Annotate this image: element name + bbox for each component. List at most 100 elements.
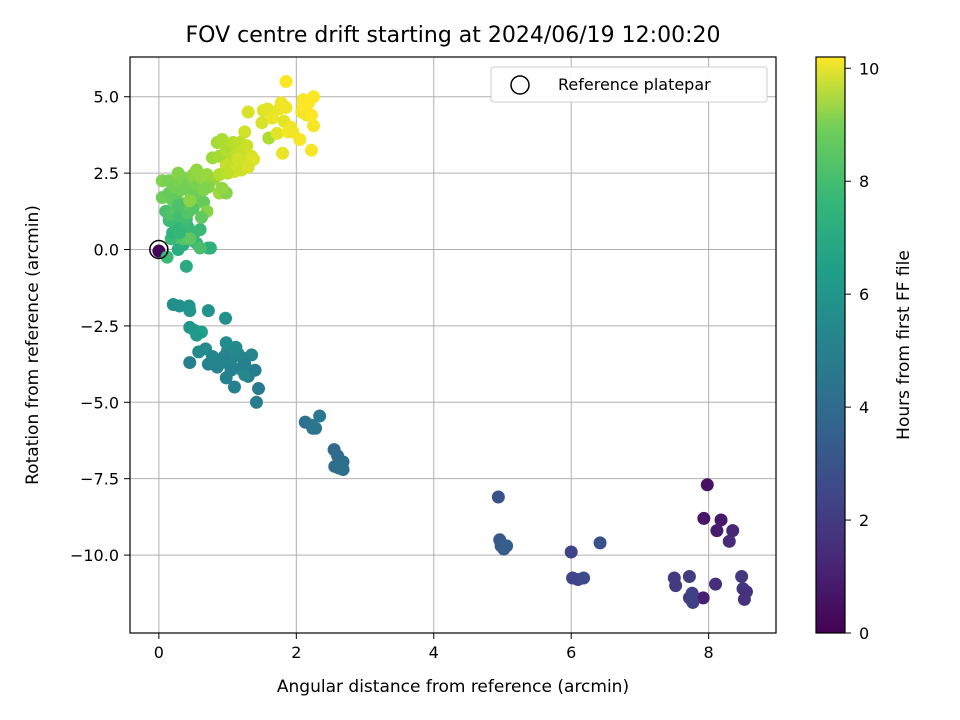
scatter-point [245, 348, 259, 362]
scatter-point [279, 74, 293, 88]
colorbar: 0 2 4 6 8 10 Hours from first FF file [815, 56, 914, 643]
plot-area-frame [129, 56, 777, 634]
scatter-point [192, 345, 206, 359]
colorbar-tick-label: 8 [859, 172, 869, 191]
scatter-point [491, 490, 505, 504]
scatter-point [700, 478, 714, 492]
x-tick-label: 0 [154, 643, 164, 662]
scatter-point [238, 368, 252, 382]
x-axis-ticks: 0 2 4 6 8 [154, 633, 714, 662]
scatter-point [293, 133, 307, 147]
scatter-point [722, 534, 736, 548]
scatter-point [219, 311, 233, 325]
chart-title: FOV centre drift starting at 2024/06/19 … [186, 23, 721, 48]
scatter-point [577, 571, 591, 585]
data-points [149, 74, 753, 609]
scatter-point [193, 241, 207, 255]
y-axis-ticks: 5.0 2.5 0.0 −2.5 −5.0 −7.5 −10.0 [70, 88, 130, 565]
scatter-point [669, 579, 683, 593]
scatter-point [248, 363, 262, 377]
scatter-point [238, 125, 252, 139]
scatter-point [227, 380, 241, 394]
scatter-point [172, 299, 186, 313]
scatter-point [238, 357, 252, 371]
y-tick-label: −5.0 [80, 393, 119, 412]
scatter-point [160, 250, 174, 264]
scatter-point [252, 382, 266, 396]
x-tick-label: 2 [291, 643, 301, 662]
scatter-point [217, 349, 231, 363]
scatter-point [682, 569, 696, 583]
scatter-point [194, 210, 208, 224]
colorbar-tick-label: 6 [859, 285, 869, 304]
scatter-point [737, 592, 751, 606]
colorbar-gradient [815, 56, 846, 634]
scatter-point [221, 166, 235, 180]
scatter-point [255, 116, 269, 130]
scatter-point [697, 511, 711, 525]
scatter-point [197, 183, 211, 197]
scatter-point [190, 328, 204, 342]
scatter-point [714, 513, 728, 527]
scatter-point [224, 363, 238, 377]
y-axis-label: Rotation from reference (arcmin) [23, 205, 43, 485]
y-tick-label: 0.0 [94, 241, 119, 260]
legend-box [490, 66, 768, 103]
scatter-point [564, 545, 578, 559]
colorbar-tick-label: 10 [859, 59, 879, 78]
colorbar-tick-label: 0 [859, 624, 869, 643]
scatter-point [265, 111, 279, 125]
legend-marker [510, 75, 530, 95]
colorbar-label: Hours from first FF file [894, 250, 914, 440]
scatter-point [179, 259, 193, 273]
scatter-point [279, 100, 293, 114]
scatter-point [171, 198, 185, 212]
x-tick-label: 6 [566, 643, 576, 662]
legend-label: Reference platepar [558, 75, 711, 94]
colorbar-ticks: 0 2 4 6 8 10 [845, 59, 879, 643]
scatter-point [276, 146, 290, 160]
scatter-point [183, 194, 197, 208]
scatter-point [201, 304, 215, 318]
scatter-point [183, 356, 197, 370]
y-tick-label: 5.0 [94, 88, 119, 107]
scatter-point [270, 126, 284, 140]
x-axis-label: Angular distance from reference (arcmin) [277, 677, 629, 697]
scatter-point [726, 524, 740, 538]
scatter-point [183, 304, 197, 318]
scatter-point [304, 143, 318, 157]
scatter-point [686, 595, 700, 609]
scatter-point [241, 105, 255, 119]
scatter-point [304, 108, 318, 122]
scatter-point [306, 421, 320, 435]
scatter-point [219, 336, 233, 350]
scatter-point [696, 591, 710, 605]
scatter-point [193, 223, 207, 237]
scatter-point [735, 569, 749, 583]
reference-marker [149, 239, 169, 260]
scatter-point [240, 139, 254, 153]
x-tick-label: 4 [429, 643, 439, 662]
scatter-point [306, 119, 320, 133]
scatter-point [500, 539, 514, 553]
colorbar-tick-label: 4 [859, 398, 869, 417]
scatter-point [709, 577, 723, 591]
scatter-point [183, 232, 197, 246]
scatter-point [306, 90, 320, 104]
scatter-point [172, 226, 186, 240]
scatter-point [190, 163, 204, 177]
y-tick-label: −10.0 [70, 546, 119, 565]
colorbar-tick-label: 2 [859, 511, 869, 530]
scatter-point [215, 181, 229, 195]
scatter-point [313, 409, 327, 423]
scatter-point [710, 524, 724, 538]
scatter-point [229, 340, 243, 354]
y-tick-label: −7.5 [80, 470, 119, 489]
scatter-point [593, 536, 607, 550]
y-tick-label: 2.5 [94, 164, 119, 183]
legend: Reference platepar [490, 66, 768, 103]
scatter-point [249, 395, 263, 409]
y-tick-label: −2.5 [80, 317, 119, 336]
x-tick-label: 8 [704, 643, 714, 662]
